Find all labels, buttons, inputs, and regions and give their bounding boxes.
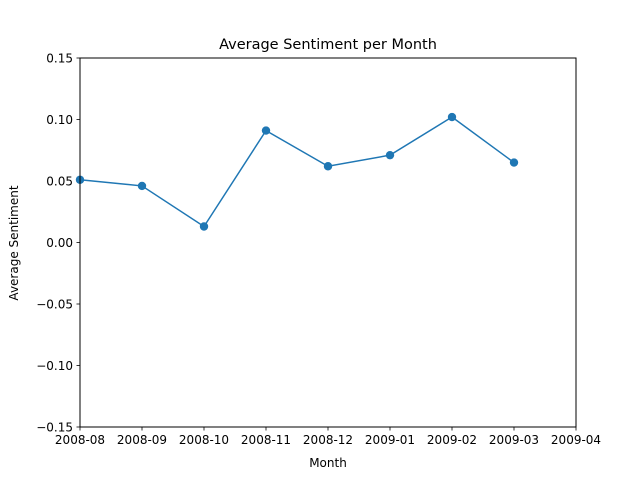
y-tick-label: −0.05 [36, 298, 73, 312]
y-axis-ticks: −0.15 −0.10 −0.05 0.00 0.05 0.10 0.15 [36, 52, 80, 435]
plot-area-frame [79, 57, 577, 428]
x-tick-label: 2009-02 [427, 433, 477, 447]
data-point [385, 150, 395, 160]
y-axis-label: Average Sentiment [7, 185, 21, 300]
data-point [323, 162, 333, 171]
data-point [261, 126, 271, 135]
x-tick-label: 2008-09 [117, 433, 167, 447]
x-tick-label: 2008-12 [303, 433, 353, 447]
x-tick-label: 2008-08 [55, 433, 105, 447]
y-tick-label: 0.15 [46, 52, 73, 66]
x-axis-ticks: 2008-08 2008-09 2008-10 2008-11 2008-12 2009-… [55, 427, 601, 447]
data-point [509, 158, 519, 167]
x-axis-label: Month [309, 456, 347, 470]
series-line [79, 116, 515, 228]
x-tick-label: 2009-01 [365, 433, 415, 447]
x-tick-label: 2009-03 [489, 433, 539, 447]
x-tick-label: 2008-10 [179, 433, 229, 447]
x-tick-label: 2008-11 [241, 433, 291, 447]
y-tick-label: −0.15 [36, 421, 73, 435]
chart-title: Average Sentiment per Month [219, 37, 437, 53]
y-tick-label: −0.10 [36, 359, 73, 373]
x-tick-label: 2009-04 [551, 433, 601, 447]
y-tick-label: 0.10 [46, 113, 73, 127]
data-point [137, 181, 147, 191]
data-point [199, 222, 209, 231]
y-tick-label: 0.05 [46, 175, 73, 189]
y-tick-label: 0.00 [46, 236, 73, 250]
series-layer [75, 112, 519, 231]
data-point [447, 112, 457, 122]
